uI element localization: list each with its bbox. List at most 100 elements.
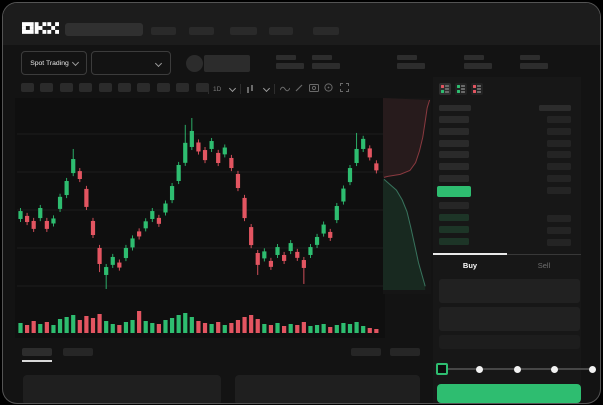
ask-row-1[interactable] [433,115,581,125]
bottom-right-block-1[interactable] [351,348,381,356]
tab-sell[interactable]: Sell [537,260,551,270]
candlestick-chart[interactable] [17,98,383,303]
volume-bar [295,325,300,333]
ask-row-6[interactable] [433,174,581,184]
bottom-tab-2[interactable] [63,348,93,356]
interval-dropdown[interactable]: 1D [213,83,237,95]
wave-line-icon[interactable] [280,85,290,93]
book-all-icon[interactable] [439,83,451,95]
volume-bar [57,319,63,333]
volume-bar [150,323,155,333]
volume-bar [143,321,148,333]
volume-bar [268,325,274,333]
last-price-highlight[interactable] [437,186,471,197]
stat-label-3 [397,55,417,60]
candle-body [328,231,333,238]
bid-row-4[interactable] [433,237,581,247]
swatch-top [473,85,476,88]
candle-body [163,203,168,213]
candle-body [189,130,194,147]
line-3 [477,91,481,93]
book-asks-icon[interactable] [471,83,483,95]
buy-tab-indicator [433,253,507,255]
pencil-icon[interactable] [295,83,304,93]
ask-price-bar [439,163,469,171]
search-input[interactable] [65,23,143,36]
volume-bar [169,318,175,333]
volume-bar [341,323,346,333]
timeframe-button-7[interactable] [137,83,151,92]
tab-buy[interactable]: Buy [462,260,478,270]
chart-type-dropdown[interactable] [246,83,271,95]
depth-asks-line [383,99,431,178]
slider-stop-1[interactable] [476,365,483,373]
bottom-tab-1[interactable] [22,348,52,356]
candle-body [255,253,260,265]
volume-bar [222,325,227,333]
amount-field[interactable] [439,307,580,331]
volume-bar [196,321,201,333]
chevron-down-icon [262,84,271,92]
bid-row-2[interactable] [433,213,581,223]
timeframe-button-8[interactable] [156,83,170,92]
depth-bids-area [383,179,426,290]
amount-slider[interactable] [436,361,596,377]
camera-icon[interactable] [309,83,319,92]
timeframe-button-3[interactable] [59,83,73,92]
price-field[interactable] [439,279,580,303]
line-2 [477,88,481,90]
ask-row-4[interactable] [433,150,581,160]
nav-item-5[interactable] [313,27,339,35]
bid-row-3[interactable] [433,225,581,235]
ask-row-5[interactable] [433,162,581,172]
volume-bar [314,325,320,333]
market-type-dropdown[interactable]: Spot Trading [21,51,87,75]
circle-icon[interactable] [324,83,333,92]
timeframe-button-6[interactable] [118,83,131,92]
ask-price-bar [439,127,469,135]
ask-price-bar [439,151,469,159]
candle-body [308,247,313,255]
timeframe-button-9[interactable] [176,83,190,92]
stat-label-4 [464,55,484,60]
timeframe-button-2[interactable] [40,83,54,92]
nav-item-3[interactable] [230,27,257,35]
slider-stop-4[interactable] [588,365,596,373]
volume-chart[interactable] [17,296,383,334]
chevron-down-icon [229,84,237,92]
candle-body [77,171,82,180]
book-bids-icon[interactable] [455,83,467,95]
chart-panel [15,98,385,338]
nav-item-1[interactable] [151,27,176,35]
ask-amount-bar [547,175,571,182]
nav-item-4[interactable] [269,27,293,35]
slider-stop-3[interactable] [551,365,558,373]
nav-item-2[interactable] [189,27,214,35]
volume-bar [71,315,76,333]
candle-body [288,243,293,252]
slider-stop-2[interactable] [513,365,521,373]
candle-body [104,267,109,275]
fullscreen-icon[interactable] [340,83,349,92]
chevron-down-icon [154,59,163,68]
bid-price-bar [439,238,469,245]
slider-handle[interactable] [436,363,448,375]
timeframe-button-10[interactable] [195,83,209,92]
candle-body [235,173,241,189]
volume-bar [354,322,359,333]
timeframe-button-5[interactable] [98,83,112,92]
total-field[interactable] [439,335,580,349]
orders-panel-right [235,375,420,403]
volume-bar [64,317,69,333]
bottom-right-block-2[interactable] [390,348,420,356]
stat-label-2 [312,55,332,60]
buy-button[interactable] [437,384,581,403]
ask-row-3[interactable] [433,139,581,149]
pair-dropdown[interactable] [91,51,171,75]
timeframe-button-1[interactable] [21,83,34,92]
bid-row-1[interactable] [433,201,581,211]
chevron-down-icon [71,58,79,66]
ask-row-2[interactable] [433,127,581,137]
timeframe-button-4[interactable] [79,83,93,92]
